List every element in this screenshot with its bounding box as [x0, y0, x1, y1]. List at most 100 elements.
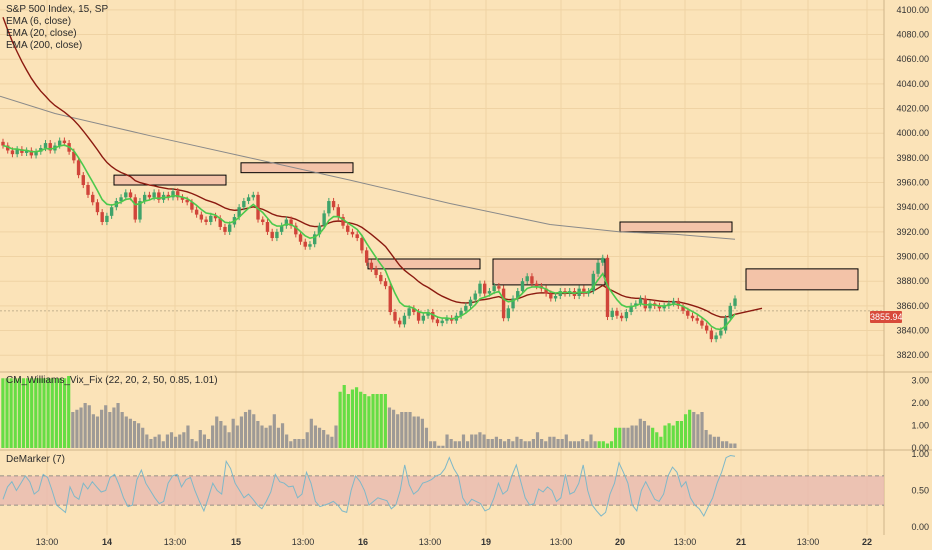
- vix-bar: [161, 441, 165, 448]
- candle-body: [20, 149, 24, 153]
- candle-body: [147, 194, 152, 198]
- candle-body: [374, 268, 378, 276]
- vix-bar: [716, 436, 721, 448]
- vix-bar: [593, 441, 597, 448]
- annotation-box: [619, 221, 733, 233]
- x-tick-label: 13:00: [36, 537, 59, 547]
- vix-bar: [330, 436, 334, 448]
- x-tick-label: 15: [231, 537, 241, 547]
- demarker-line: [0, 454, 884, 518]
- vix-bar: [589, 434, 593, 448]
- vix-bar: [433, 441, 437, 448]
- candle-body: [24, 150, 29, 153]
- candle-body: [435, 319, 440, 324]
- vix-bar: [350, 389, 355, 448]
- candle-body: [119, 197, 123, 202]
- legend-ema6: EMA (6, close): [6, 16, 72, 27]
- x-tick-label: 21: [736, 537, 746, 547]
- vix-bar: [104, 405, 108, 448]
- vix-bar: [239, 416, 244, 448]
- vix-bar: [17, 378, 21, 448]
- candle-body: [478, 283, 482, 294]
- legend-symbol: S&P 500 Index, 15, SP: [6, 4, 109, 15]
- candle-body: [364, 250, 369, 263]
- candle-body: [709, 330, 714, 340]
- candle-body: [487, 291, 492, 294]
- vix-bar: [305, 432, 309, 448]
- vix-bar: [420, 418, 424, 448]
- price-tick-label: 3860.00: [896, 301, 929, 311]
- vix-bar: [137, 423, 141, 448]
- price-tick-label: 3900.00: [896, 252, 929, 262]
- candle-body: [142, 194, 147, 202]
- price-tick-label: 4020.00: [896, 104, 929, 114]
- vix-bar: [280, 423, 285, 448]
- vix-bar: [334, 425, 338, 448]
- vix-bar: [622, 427, 626, 448]
- vix-bar: [614, 427, 618, 448]
- price-tick-label: 4080.00: [896, 30, 929, 40]
- vix-bar: [609, 441, 614, 448]
- vix-bar: [527, 441, 531, 448]
- vix-bar: [659, 436, 663, 448]
- candle-body: [350, 231, 355, 235]
- vix-bar: [223, 425, 227, 448]
- candle-body: [431, 312, 435, 320]
- demarker-tick-label: 0.00: [911, 522, 929, 532]
- vix-fix-bars: [1, 376, 737, 448]
- candle-body: [72, 151, 76, 161]
- vix-bar: [642, 421, 647, 448]
- candle-body: [48, 143, 52, 151]
- candle-body: [157, 192, 161, 200]
- ema6-path: [2, 144, 736, 331]
- vix-bar: [62, 378, 67, 448]
- vix-bar: [95, 416, 100, 448]
- candle-body: [426, 312, 430, 316]
- vix-bar: [577, 441, 581, 448]
- vix-bar: [58, 378, 63, 448]
- candle-body: [95, 202, 100, 213]
- vix-bar: [190, 439, 194, 448]
- candle-body: [199, 214, 204, 220]
- vix-bar: [202, 434, 207, 448]
- vix-bar: [634, 425, 638, 448]
- candle-body: [327, 201, 331, 214]
- x-tick-label: 14: [102, 537, 112, 547]
- candle-body: [534, 283, 539, 287]
- vix-bar: [317, 427, 322, 448]
- candle-body: [185, 199, 189, 203]
- vix-bar: [363, 394, 367, 448]
- candle-body: [610, 310, 614, 317]
- vix-bar: [404, 412, 408, 448]
- x-tick-label: 13:00: [797, 537, 820, 547]
- candle-body: [544, 288, 548, 294]
- vix-bar: [313, 425, 318, 448]
- demarker-tick-label: 1.00: [911, 449, 929, 459]
- vix-bar: [482, 434, 486, 448]
- candle-body: [506, 308, 511, 319]
- vix-bar: [646, 425, 651, 448]
- candle-body: [714, 335, 718, 340]
- vix-bar: [391, 409, 396, 448]
- vix-bar: [30, 378, 34, 448]
- vix-bar: [441, 445, 445, 448]
- vix-bar: [309, 418, 313, 448]
- vix-bar: [367, 396, 371, 448]
- vix-bar: [346, 394, 350, 448]
- vix-bar: [688, 409, 692, 448]
- vix-bar: [465, 441, 470, 448]
- candle-body: [204, 219, 208, 222]
- ema6-line: [2, 144, 736, 331]
- price-tick-label: 4060.00: [896, 54, 929, 64]
- vix-bar: [379, 394, 383, 448]
- vix-bar: [490, 439, 494, 448]
- vix-bar: [272, 414, 276, 448]
- vix-bar: [383, 394, 387, 448]
- vix-bar: [564, 434, 568, 448]
- price-tick-label: 3820.00: [896, 350, 929, 360]
- price-tick-label: 3880.00: [896, 276, 929, 286]
- candle-body: [388, 286, 392, 313]
- vix-bar: [437, 445, 441, 448]
- vix-bar: [9, 378, 13, 448]
- vix-bar: [227, 432, 231, 448]
